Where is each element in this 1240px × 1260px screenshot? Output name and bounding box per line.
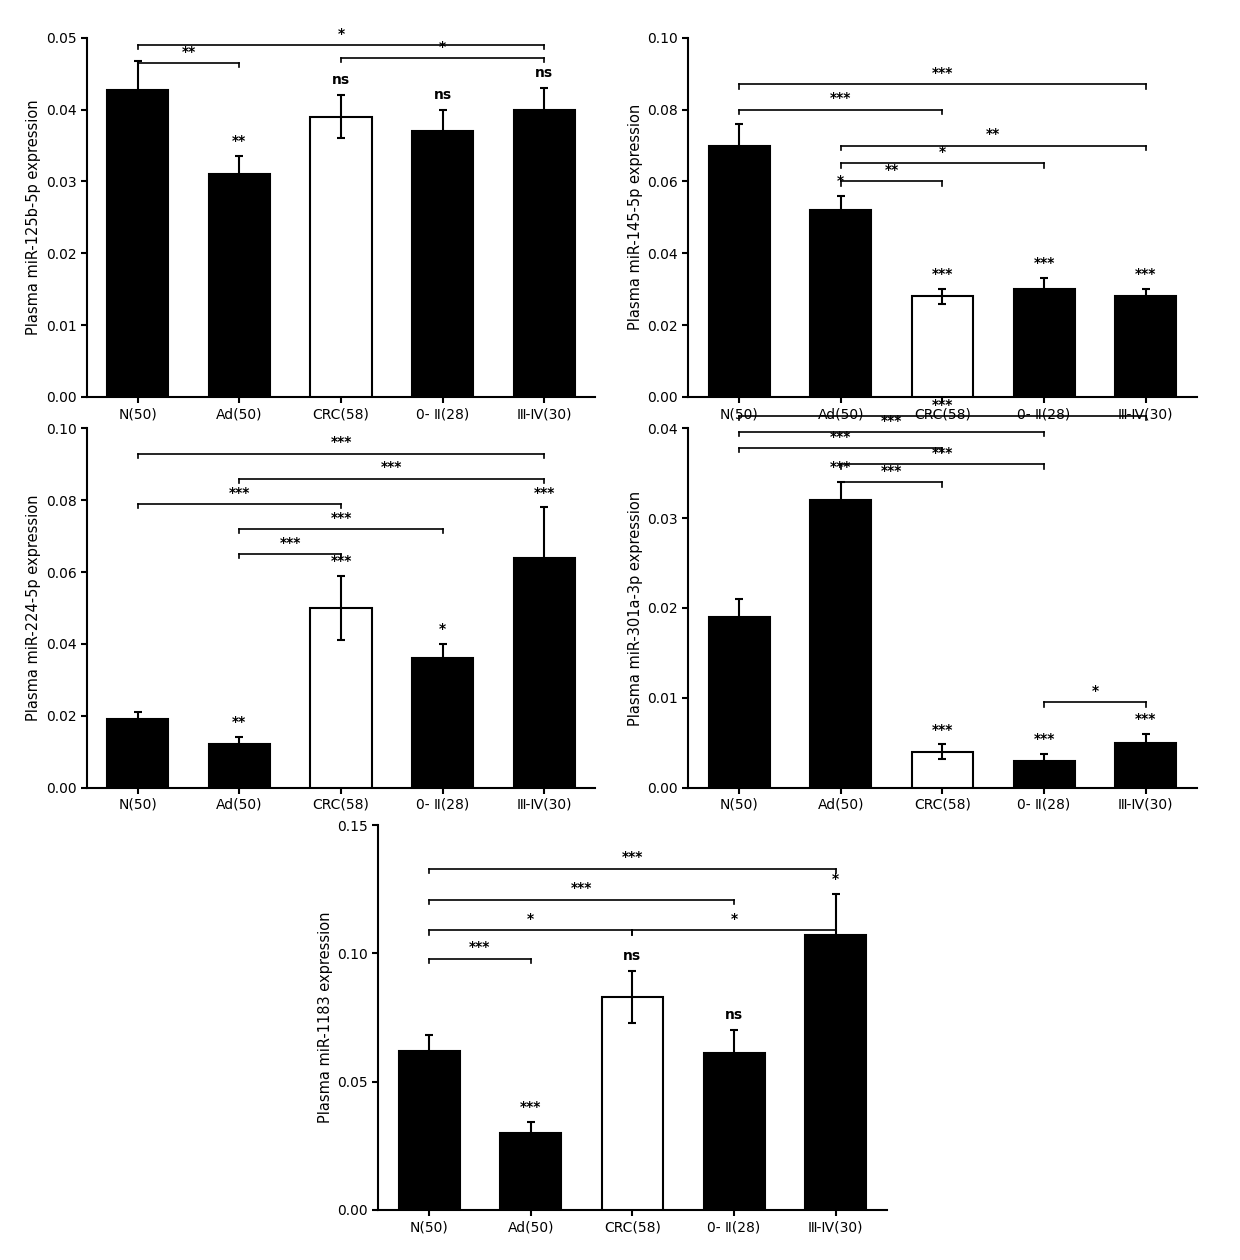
Bar bbox=[805, 935, 867, 1210]
Bar bbox=[208, 745, 270, 788]
Bar bbox=[310, 609, 372, 788]
Bar bbox=[1013, 761, 1075, 788]
Text: ***: *** bbox=[228, 485, 250, 499]
Text: ***: *** bbox=[570, 881, 593, 895]
Text: ***: *** bbox=[381, 460, 403, 474]
Text: ***: *** bbox=[1135, 267, 1157, 281]
Text: ***: *** bbox=[931, 267, 954, 281]
Text: ns: ns bbox=[332, 73, 350, 87]
Text: *: * bbox=[1091, 684, 1099, 698]
Bar bbox=[208, 174, 270, 397]
Text: *: * bbox=[337, 26, 345, 40]
Bar bbox=[708, 617, 770, 788]
Bar bbox=[810, 500, 872, 788]
Text: *: * bbox=[439, 39, 446, 54]
Text: ***: *** bbox=[469, 940, 491, 954]
Bar bbox=[1013, 289, 1075, 397]
Text: **: ** bbox=[181, 44, 196, 59]
Bar bbox=[412, 658, 474, 788]
Text: ***: *** bbox=[330, 435, 352, 450]
Text: ***: *** bbox=[533, 485, 556, 499]
Bar bbox=[911, 751, 973, 788]
Text: **: ** bbox=[986, 127, 1001, 141]
Text: ***: *** bbox=[1033, 732, 1055, 746]
Text: ***: *** bbox=[330, 510, 352, 524]
Y-axis label: Plasma miR-1183 expression: Plasma miR-1183 expression bbox=[317, 912, 332, 1123]
Text: **: ** bbox=[232, 716, 247, 730]
Text: ns: ns bbox=[624, 949, 641, 963]
Text: ***: *** bbox=[621, 850, 644, 864]
Text: ***: *** bbox=[931, 397, 954, 412]
Text: ns: ns bbox=[725, 1008, 743, 1022]
Text: ***: *** bbox=[520, 1100, 542, 1114]
Y-axis label: Plasma miR-145-5p expression: Plasma miR-145-5p expression bbox=[627, 105, 642, 330]
Bar bbox=[513, 110, 575, 397]
Text: *: * bbox=[439, 622, 446, 636]
Bar bbox=[107, 89, 169, 397]
Text: **: ** bbox=[232, 135, 247, 149]
Text: **: ** bbox=[884, 163, 899, 178]
Y-axis label: Plasma miR-301a-3p expression: Plasma miR-301a-3p expression bbox=[627, 490, 642, 726]
Y-axis label: Plasma miR-224-5p expression: Plasma miR-224-5p expression bbox=[26, 495, 41, 721]
Text: ***: *** bbox=[330, 553, 352, 568]
Text: ***: *** bbox=[830, 91, 852, 106]
Bar bbox=[911, 296, 973, 397]
Bar bbox=[513, 558, 575, 788]
Bar bbox=[500, 1133, 562, 1210]
Text: *: * bbox=[730, 912, 738, 926]
Text: *: * bbox=[527, 912, 534, 926]
Bar bbox=[1115, 296, 1177, 397]
Text: ***: *** bbox=[279, 536, 301, 549]
Text: ***: *** bbox=[931, 446, 954, 460]
Text: ***: *** bbox=[880, 413, 903, 427]
Bar bbox=[703, 1053, 765, 1210]
Bar bbox=[107, 719, 169, 788]
Text: ***: *** bbox=[931, 722, 954, 737]
Text: ns: ns bbox=[434, 88, 451, 102]
Text: *: * bbox=[837, 174, 844, 188]
Text: ***: *** bbox=[1033, 257, 1055, 271]
Text: *: * bbox=[832, 872, 839, 886]
Text: ns: ns bbox=[536, 67, 553, 81]
Text: ***: *** bbox=[1135, 712, 1157, 726]
Bar bbox=[1115, 742, 1177, 788]
Bar bbox=[810, 210, 872, 397]
Bar bbox=[310, 117, 372, 397]
Y-axis label: Plasma miR-125b-5p expression: Plasma miR-125b-5p expression bbox=[26, 100, 41, 335]
Text: ***: *** bbox=[830, 430, 852, 444]
Bar bbox=[398, 1051, 460, 1210]
Text: ***: *** bbox=[880, 464, 903, 478]
Text: *: * bbox=[939, 145, 946, 159]
Bar bbox=[708, 145, 770, 397]
Bar bbox=[601, 997, 663, 1210]
Bar bbox=[412, 131, 474, 397]
Text: ***: *** bbox=[931, 67, 954, 81]
Text: ***: *** bbox=[830, 460, 852, 474]
